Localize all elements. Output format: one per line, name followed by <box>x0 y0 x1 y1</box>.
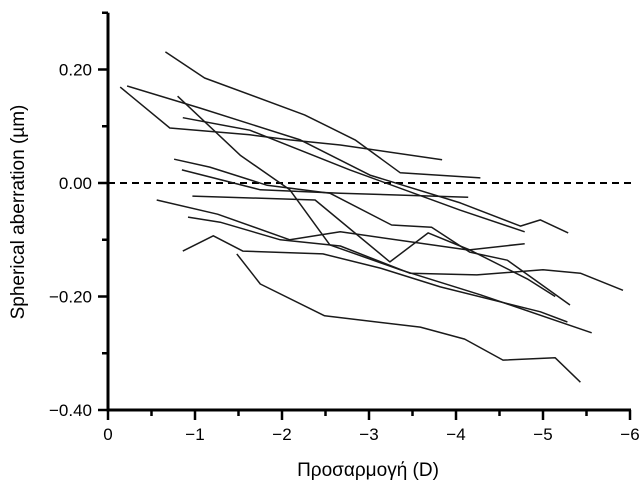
series-line-6 <box>173 158 571 306</box>
axes: 0 −1 −2 −3 −4 −5 −6 0.20 0.00 −0.20 −0.40 <box>49 11 640 444</box>
series-line-11 <box>182 235 568 323</box>
series-line-12 <box>236 253 581 383</box>
y-tick-label: −0.20 <box>49 288 92 307</box>
series-line-5 <box>177 95 592 334</box>
series-line-1 <box>164 51 481 179</box>
y-tick-label: −0.40 <box>49 401 92 420</box>
x-tick-label: 0 <box>103 425 112 444</box>
series-line-9 <box>156 199 525 251</box>
series-line-4 <box>182 116 525 233</box>
y-tick-label: 0.20 <box>59 61 92 80</box>
x-tick-label: −6 <box>620 425 639 444</box>
x-tick-label: −2 <box>272 425 291 444</box>
x-axis-title: Προσαρμογή (D) <box>297 460 439 481</box>
series-line-10 <box>187 216 624 291</box>
y-axis-title: Spherical aberration (µm) <box>8 105 29 320</box>
x-tick-label: −5 <box>533 425 552 444</box>
y-tick-label: 0.00 <box>59 174 92 193</box>
series-line-8 <box>192 195 556 298</box>
series-line-7 <box>181 169 469 198</box>
x-tick-label: −3 <box>359 425 378 444</box>
series-lines <box>108 51 634 383</box>
series-line-3 <box>126 85 569 234</box>
x-tick-label: −1 <box>185 425 204 444</box>
x-tick-label: −4 <box>446 425 465 444</box>
